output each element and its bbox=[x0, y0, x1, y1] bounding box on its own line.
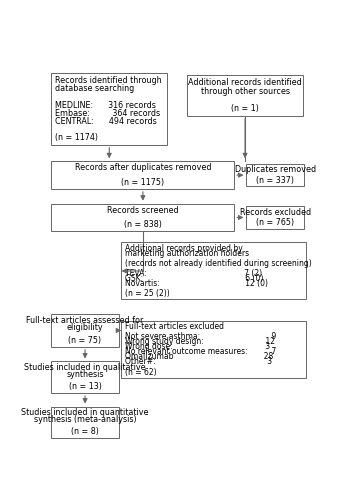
Bar bbox=[246, 164, 304, 186]
Text: GSK:                                           6 (0): GSK: 6 (0) bbox=[125, 274, 264, 283]
Text: Studies included in quantitative: Studies included in quantitative bbox=[21, 408, 149, 418]
Text: Wrong dose:                                       3: Wrong dose: 3 bbox=[125, 342, 271, 351]
Text: (n = 765): (n = 765) bbox=[256, 218, 294, 228]
Text: Novartis:                                    12 (0): Novartis: 12 (0) bbox=[125, 279, 268, 288]
Bar bbox=[51, 74, 167, 144]
Text: (n = 1175): (n = 1175) bbox=[121, 178, 164, 187]
Bar bbox=[51, 406, 119, 438]
Text: Duplicates removed: Duplicates removed bbox=[235, 165, 316, 174]
Text: (n = 25 (2)): (n = 25 (2)) bbox=[125, 290, 170, 298]
Text: (n = 13): (n = 13) bbox=[69, 382, 101, 392]
Text: Records identified through: Records identified through bbox=[56, 76, 162, 85]
Text: Records screened: Records screened bbox=[107, 206, 179, 215]
Bar bbox=[187, 76, 303, 116]
Text: Embase:         364 records: Embase: 364 records bbox=[56, 108, 161, 118]
Text: through other sources: through other sources bbox=[201, 87, 289, 96]
Bar bbox=[121, 320, 306, 378]
Text: (n = 1): (n = 1) bbox=[231, 104, 259, 113]
Bar bbox=[51, 314, 119, 347]
Text: synthesis (meta-analysis): synthesis (meta-analysis) bbox=[34, 414, 136, 424]
Text: marketing authorization holders: marketing authorization holders bbox=[125, 248, 249, 258]
Text: eligibility: eligibility bbox=[67, 322, 103, 332]
Text: Additional records provided by: Additional records provided by bbox=[125, 244, 243, 252]
Text: Full-text articles excluded: Full-text articles excluded bbox=[125, 322, 225, 331]
Text: (n = 8): (n = 8) bbox=[71, 428, 99, 436]
Bar bbox=[51, 204, 234, 232]
Text: Full-text articles assessed for: Full-text articles assessed for bbox=[26, 316, 144, 325]
Text: CENTRAL:      494 records: CENTRAL: 494 records bbox=[56, 117, 157, 126]
Text: Additional records identified: Additional records identified bbox=[188, 78, 302, 88]
Text: synthesis: synthesis bbox=[66, 370, 104, 378]
Text: Not severe asthma:                              9: Not severe asthma: 9 bbox=[125, 332, 277, 341]
Text: Other#:                                               3: Other#: 3 bbox=[125, 358, 272, 366]
Text: Records excluded: Records excluded bbox=[240, 208, 311, 216]
Text: No relevant outcome measures:          7: No relevant outcome measures: 7 bbox=[125, 347, 277, 356]
Bar bbox=[51, 362, 119, 393]
Text: Studies included in qualitative: Studies included in qualitative bbox=[24, 363, 146, 372]
Text: MEDLINE:      316 records: MEDLINE: 316 records bbox=[56, 100, 156, 110]
Text: Omalizumab                                      28: Omalizumab 28 bbox=[125, 352, 274, 362]
Text: Records after duplicates removed: Records after duplicates removed bbox=[75, 164, 211, 172]
Text: Wrong study design:                          12: Wrong study design: 12 bbox=[125, 337, 276, 346]
Text: (n = 838): (n = 838) bbox=[124, 220, 162, 229]
Bar bbox=[51, 162, 234, 189]
Text: (n = 1174): (n = 1174) bbox=[56, 133, 99, 142]
Bar bbox=[246, 206, 304, 229]
Text: (records not already identified during screening): (records not already identified during s… bbox=[125, 259, 312, 268]
Text: database searching: database searching bbox=[56, 84, 135, 94]
Bar bbox=[121, 242, 306, 300]
Text: (n = 75): (n = 75) bbox=[68, 336, 102, 345]
Text: TEVA:                                         7 (2): TEVA: 7 (2) bbox=[125, 269, 263, 278]
Text: (n = 337): (n = 337) bbox=[256, 176, 294, 185]
Text: (n = 62): (n = 62) bbox=[125, 368, 157, 376]
